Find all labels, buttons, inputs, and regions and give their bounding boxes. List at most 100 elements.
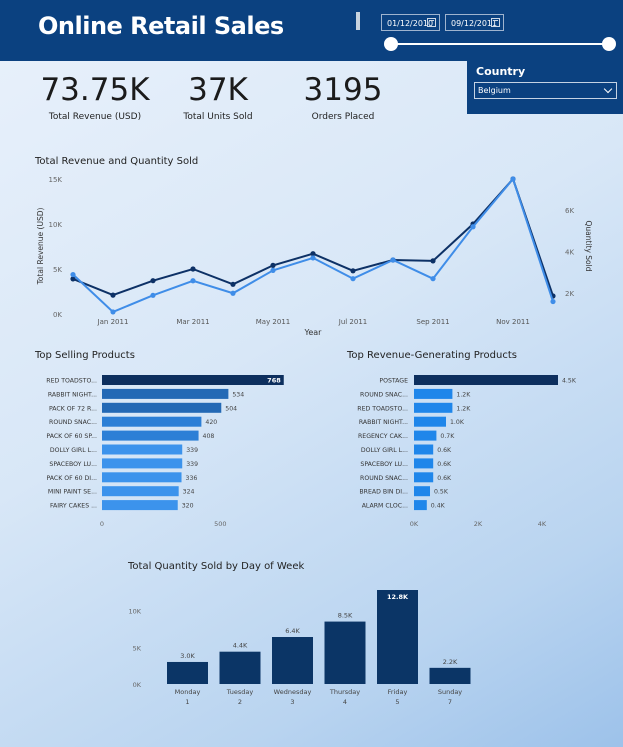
country-dropdown[interactable]: Belgium [474,82,617,99]
x-tick-label: 0K [410,520,419,528]
column-bar [272,637,313,684]
y2-axis-label: Quantity Sold [584,221,593,272]
y-tick-label: 10K [49,221,63,229]
data-point [110,309,116,315]
column-sub-label: 4 [343,698,347,706]
bar-category-label: ROUND SNAC... [360,475,408,482]
column-bar [167,661,208,684]
column-bar [429,667,471,684]
data-point [350,276,356,282]
bar-value-label: 336 [186,475,198,482]
line-chart-title: Total Revenue and Quantity Sold [35,156,199,167]
bar-value-label: 504 [225,405,237,412]
x-axis-label: Year [304,328,323,337]
bar [102,430,199,441]
bar [414,388,453,399]
bar-category-label: RED TOADSTO... [357,405,408,412]
x-tick-label: Jan 2011 [97,318,129,326]
column-sub-label: 7 [448,698,452,706]
bar-value-label: 420 [205,419,217,426]
bar [414,458,434,469]
column-category-label: Friday [388,688,408,696]
data-point [390,257,396,263]
bar-category-label: PACK OF 60 DI... [46,475,97,482]
data-point [230,290,236,296]
column-value-label: 12.8K [387,593,409,601]
calendar-icon[interactable] [427,18,436,27]
x-tick-label: 2K [474,520,483,528]
column-category-label: Sunday [438,688,462,696]
bar-category-label: DOLLY GIRL L... [50,447,97,454]
bar [414,486,430,497]
slicer-handle-icon[interactable] [356,12,360,30]
column-sub-label: 2 [238,698,242,706]
bar-category-label: RABBIT NIGHT... [48,391,97,398]
bar-value-label: 408 [203,433,215,440]
bar [414,416,446,427]
x-tick-label: 4K [538,520,547,528]
dow-chart-title: Total Quantity Sold by Day of Week [128,561,305,572]
bar [414,444,434,455]
data-point [190,278,196,284]
bar [102,388,229,399]
bar [102,486,179,497]
bar [102,402,222,413]
column-sub-label: 3 [290,698,294,706]
bar [102,472,182,483]
bar-value-label: 4.5K [562,378,577,385]
y-tick-label: 0K [133,681,142,689]
date-range-slider[interactable] [391,43,609,45]
bar [102,444,183,455]
x-tick-label: Mar 2011 [176,318,209,326]
country-filter: Country Belgium [467,61,623,114]
bar-value-label: 339 [186,447,198,454]
slider-end-handle[interactable] [602,37,616,51]
column-category-label: Monday [175,688,201,696]
series-line-quantity [72,176,554,314]
bar [102,416,202,427]
bar-value-label: 1.2K [456,405,471,412]
column-value-label: 6.4K [285,627,300,635]
bar-category-label: BREAD BIN DI... [359,489,408,496]
slider-start-handle[interactable] [384,37,398,51]
kpi-revenue-value: 73.75K [40,72,150,108]
bar-value-label: 1.0K [450,419,465,426]
kpi-units-value: 37K [188,72,248,108]
data-point [470,224,476,230]
column-sub-label: 5 [395,698,399,706]
data-point [310,251,316,257]
bar-value-label: 0.5K [434,489,449,496]
end-date-input[interactable]: 09/12/2011 [445,14,504,31]
data-point [270,262,276,268]
bar-category-label: ROUND SNAC... [49,419,97,426]
header-bar: Online Retail Sales 01/12/2010 09/12/201… [0,0,623,61]
bar-value-label: 0.6K [437,461,452,468]
page-title: Online Retail Sales [38,12,284,40]
bar [414,430,437,441]
bar-category-label: RED TOADSTO... [46,378,97,385]
bar-category-label: REGENCY CAK... [358,433,408,440]
column-value-label: 4.4K [233,642,248,650]
x-tick-label: 500 [214,520,226,528]
data-point [430,276,436,282]
column-sub-label: 1 [185,698,189,706]
calendar-icon[interactable] [491,18,500,27]
y-axis-label: Total Revenue (USD) [36,208,45,286]
data-point [150,278,156,284]
column-value-label: 2.2K [443,658,458,666]
bar-value-label: 1.2K [456,391,471,398]
bar [414,500,427,511]
column-category-label: Tuesday [226,688,254,696]
y2-tick-label: 6K [565,207,574,215]
y2-tick-label: 4K [565,249,574,257]
bar [414,402,453,413]
data-point [110,292,116,298]
data-point [510,176,516,182]
x-tick-label: Nov 2011 [496,318,530,326]
data-point [70,276,76,282]
bar-value-label: 534 [232,391,244,398]
bar-category-label: POSTAGE [379,378,408,385]
start-date-input[interactable]: 01/12/2010 [381,14,440,31]
bar-category-label: ALARM CLOC... [362,503,408,510]
